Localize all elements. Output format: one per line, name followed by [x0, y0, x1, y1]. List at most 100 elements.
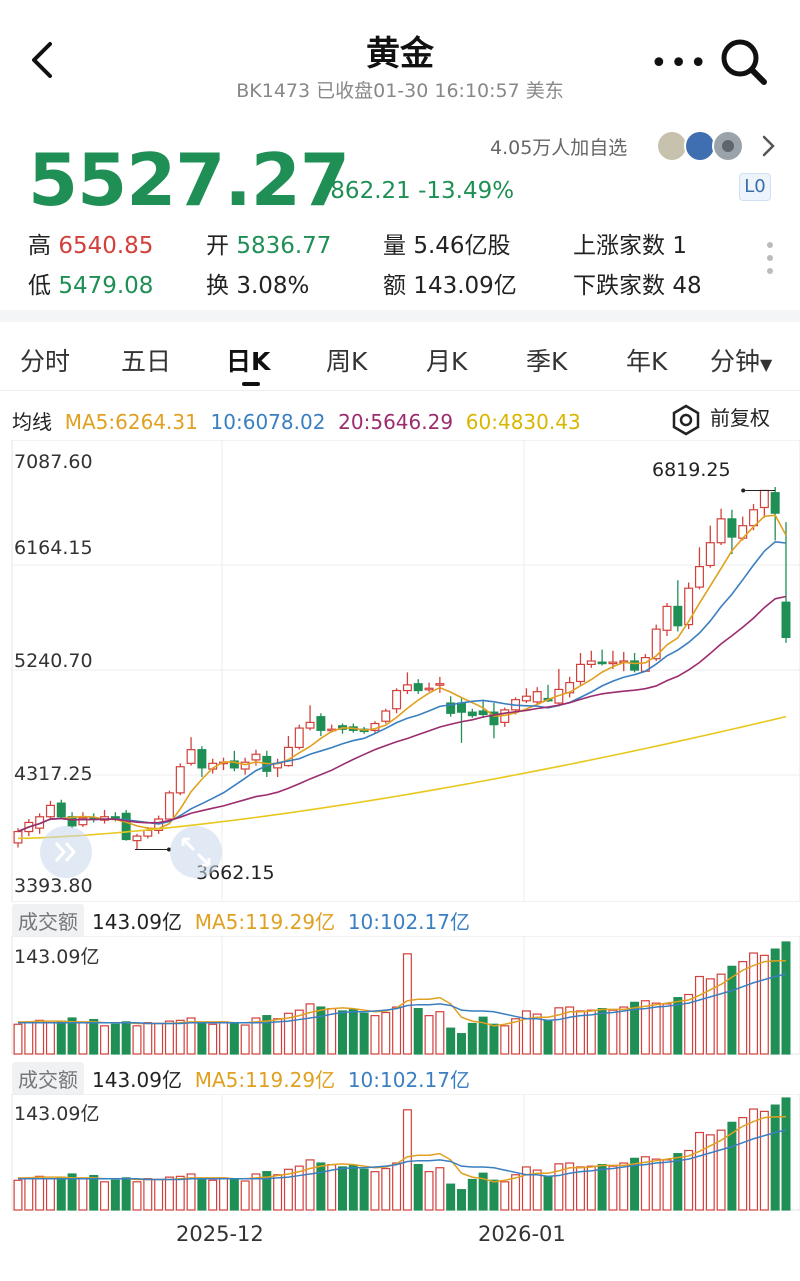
volume-bar — [273, 1174, 283, 1211]
candle-body — [694, 566, 704, 588]
volume-bar — [554, 1007, 564, 1055]
volume-indicator-button[interactable]: 成交额 — [12, 904, 84, 937]
volume-bar — [478, 1172, 488, 1211]
volume-bar — [67, 1173, 77, 1211]
scroll-left-button[interactable] — [40, 826, 92, 878]
volume-bar — [586, 1165, 596, 1211]
stat-amount: 额 143.09亿 — [383, 273, 517, 299]
candle-body — [381, 710, 391, 722]
more-stats-icon[interactable] — [760, 240, 780, 280]
volume-chart[interactable] — [0, 1094, 800, 1212]
candle-body — [240, 761, 250, 770]
kline-chart[interactable] — [0, 440, 800, 902]
stat-volume: 量 5.46亿股 — [383, 233, 511, 259]
volume-bar — [251, 1173, 261, 1211]
volume-bar — [229, 1022, 239, 1055]
volume-bar — [759, 954, 769, 1055]
candle-body — [294, 727, 304, 748]
ma60-line — [17, 715, 787, 840]
tab-quarterly-k[interactable]: 季K — [526, 347, 568, 376]
volume-bar — [694, 1131, 704, 1211]
volume-bar — [24, 1177, 34, 1211]
volume-bar — [370, 1171, 380, 1211]
tab-weekly-k[interactable]: 周K — [326, 347, 368, 376]
volume-bar — [262, 1171, 272, 1211]
volume-bar — [554, 1163, 564, 1211]
volume-bar — [640, 1156, 650, 1211]
volume-bar — [24, 1021, 34, 1055]
volume-bar — [45, 1022, 55, 1055]
volume-bar — [511, 1018, 521, 1055]
volume-bar — [154, 1022, 164, 1055]
fullscreen-button[interactable] — [170, 826, 222, 878]
volume-ma5: MA5:119.29亿 — [194, 910, 336, 934]
followers-count[interactable]: 4.05万人加自选 — [490, 137, 628, 159]
volume-bar — [121, 1021, 131, 1055]
volume-bar — [175, 1019, 185, 1055]
page-title: 黄金 — [366, 34, 434, 74]
tab-minute[interactable]: 分钟▼ — [710, 347, 773, 376]
settings-hex-icon[interactable] — [670, 404, 702, 436]
y-tick-label: 3393.80 — [14, 875, 93, 897]
more-menu-icon[interactable]: ••• — [650, 46, 710, 81]
candle-body — [489, 711, 499, 726]
volume-bar — [716, 1129, 726, 1211]
chevron-right-icon[interactable] — [758, 134, 778, 158]
expand-icon — [181, 837, 211, 867]
follower-avatars[interactable] — [656, 128, 748, 164]
volume-bar — [597, 1164, 607, 1211]
y-tick-label: 4317.25 — [14, 763, 93, 785]
volume-bar — [781, 941, 791, 1055]
volume-axis-max: 143.09亿 — [14, 1103, 100, 1125]
volume-value: 143.09亿 — [92, 910, 182, 934]
volume-bar — [89, 1174, 99, 1211]
candle-body — [467, 711, 477, 717]
candle-body — [13, 830, 23, 844]
volume-bar — [262, 1015, 272, 1055]
volume-bar — [446, 1027, 456, 1055]
volume-bar — [13, 1179, 23, 1211]
volume-indicator-button[interactable]: 成交额 — [12, 1062, 84, 1095]
tab-yearly-k[interactable]: 年K — [626, 347, 668, 376]
candle-body — [770, 492, 780, 514]
volume-bar — [143, 1022, 153, 1055]
volume-bar — [630, 1001, 640, 1055]
volume-bar — [727, 1121, 737, 1211]
tab-monthly-k[interactable]: 月K — [426, 347, 468, 376]
volume-bar — [619, 1006, 629, 1055]
volume-bar — [110, 1023, 120, 1055]
back-icon[interactable] — [24, 40, 64, 80]
volume-bar — [727, 965, 737, 1055]
volume-chart[interactable] — [0, 936, 800, 1058]
tab-intraday[interactable]: 分时 — [20, 347, 71, 376]
volume-bar — [521, 1166, 531, 1211]
adjust-mode[interactable]: 前复权 — [710, 406, 770, 430]
level-badge[interactable]: L0 — [739, 173, 771, 201]
volume-bar — [402, 953, 412, 1055]
tab-five-day[interactable]: 五日 — [121, 347, 172, 376]
search-icon[interactable] — [718, 36, 772, 86]
volume-bar — [456, 1033, 466, 1055]
candle-body — [316, 716, 326, 731]
volume-bar — [56, 1176, 66, 1211]
volume-bar — [240, 1024, 250, 1055]
active-tab-indicator — [242, 382, 260, 386]
volume-bar — [489, 1023, 499, 1055]
volume-bar — [338, 1166, 348, 1211]
volume-bar — [651, 1158, 661, 1211]
candle-body — [456, 702, 466, 713]
tab-daily-k[interactable]: 日K — [226, 347, 271, 376]
volume-bar — [132, 1025, 142, 1055]
volume-bar — [283, 1012, 293, 1055]
volume-bar — [186, 1173, 196, 1211]
candle-body — [402, 684, 412, 692]
volume-bar — [197, 1178, 207, 1211]
volume-bar — [759, 1110, 769, 1211]
volume-bar — [500, 1181, 510, 1211]
volume-bar — [575, 1166, 585, 1211]
volume-bar — [749, 1108, 759, 1211]
candle-body — [78, 817, 88, 826]
volume-bar — [662, 1159, 672, 1211]
candle-body — [197, 749, 207, 769]
volume-bar — [770, 1104, 780, 1211]
